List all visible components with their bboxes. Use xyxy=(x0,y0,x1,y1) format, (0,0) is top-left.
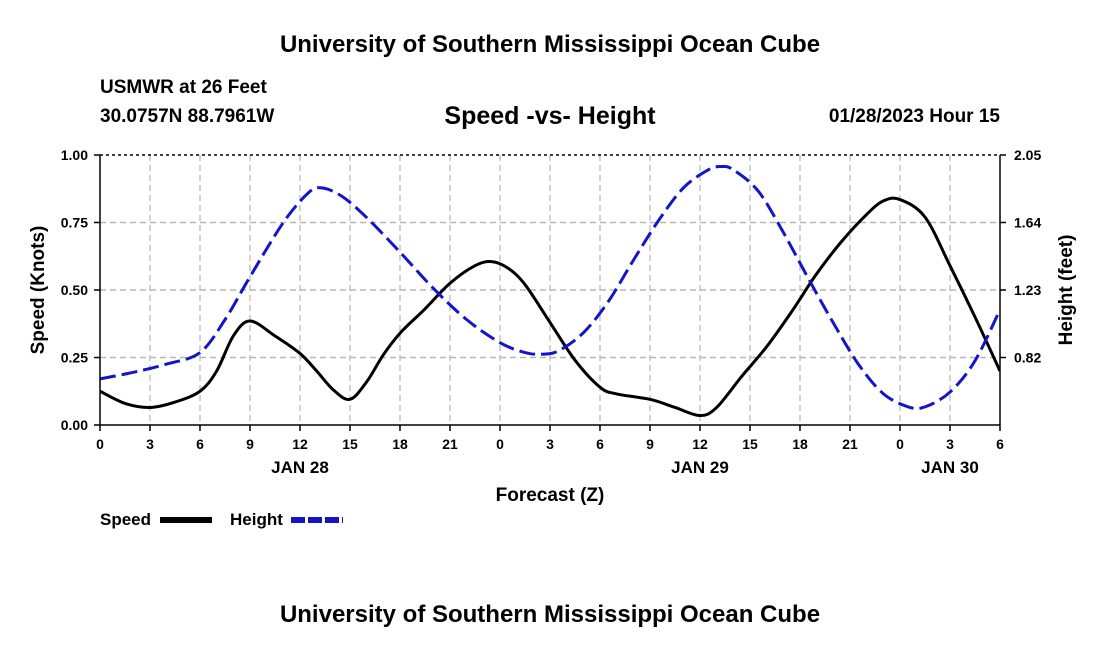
y-tick-label-right: 1.64 xyxy=(1014,215,1041,231)
y-tick-label-right: 1.23 xyxy=(1014,282,1041,298)
y-tick-label-left: 0.25 xyxy=(61,350,88,366)
x-tick-label: 6 xyxy=(196,436,204,452)
series-line-speed xyxy=(100,196,1000,418)
date-label: JAN 29 xyxy=(671,458,729,477)
x-tick-label: 18 xyxy=(792,436,808,452)
y-axis-label-left: Speed (Knots) xyxy=(28,226,49,355)
date-label: JAN 30 xyxy=(921,458,979,477)
y-tick-label-left: 0.00 xyxy=(61,417,88,433)
x-axis-label: Forecast (Z) xyxy=(496,485,605,506)
x-tick-label: 12 xyxy=(692,436,708,452)
x-tick-label: 0 xyxy=(96,436,104,452)
x-tick-label: 0 xyxy=(496,436,504,452)
x-tick-label: 3 xyxy=(546,436,554,452)
x-tick-label: 15 xyxy=(742,436,758,452)
date-label: JAN 28 xyxy=(271,458,329,477)
x-tick-label: 9 xyxy=(246,436,254,452)
y-tick-label-left: 1.00 xyxy=(61,147,88,163)
forecast-date: 01/28/2023 Hour 15 xyxy=(828,106,1000,127)
x-tick-label: 21 xyxy=(842,436,858,452)
legend-label-speed: Speed xyxy=(100,510,151,529)
x-tick-label: 3 xyxy=(946,436,954,452)
legend-label-height: Height xyxy=(230,510,283,529)
page-title-top: University of Southern Mississippi Ocean… xyxy=(279,31,821,58)
x-tick-label: 18 xyxy=(392,436,408,452)
chart-title: Speed -vs- Height xyxy=(444,102,656,130)
station-label: USMWR at 26 Feet xyxy=(100,77,267,98)
y-axis-label-right: Height (feet) xyxy=(1056,235,1077,346)
x-tick-label: 6 xyxy=(996,436,1004,452)
x-tick-label: 21 xyxy=(442,436,458,452)
y-tick-label-right: 0.82 xyxy=(1014,350,1041,366)
page-title-bottom: University of Southern Mississippi Ocean… xyxy=(279,601,821,628)
x-tick-label: 9 xyxy=(646,436,654,452)
x-tick-label: 6 xyxy=(596,436,604,452)
y-tick-label-left: 0.75 xyxy=(61,215,88,231)
x-tick-label: 3 xyxy=(146,436,154,452)
series-line-height xyxy=(100,164,1000,411)
x-tick-label: 12 xyxy=(292,436,308,452)
station-coordinates: 30.0757N 88.7961W xyxy=(100,106,275,127)
y-tick-label-right: 2.05 xyxy=(1014,147,1041,163)
legend: Speed Height xyxy=(100,510,343,529)
x-tick-label: 0 xyxy=(896,436,904,452)
x-tick-label: 15 xyxy=(342,436,358,452)
y-tick-label-left: 0.50 xyxy=(61,282,88,298)
